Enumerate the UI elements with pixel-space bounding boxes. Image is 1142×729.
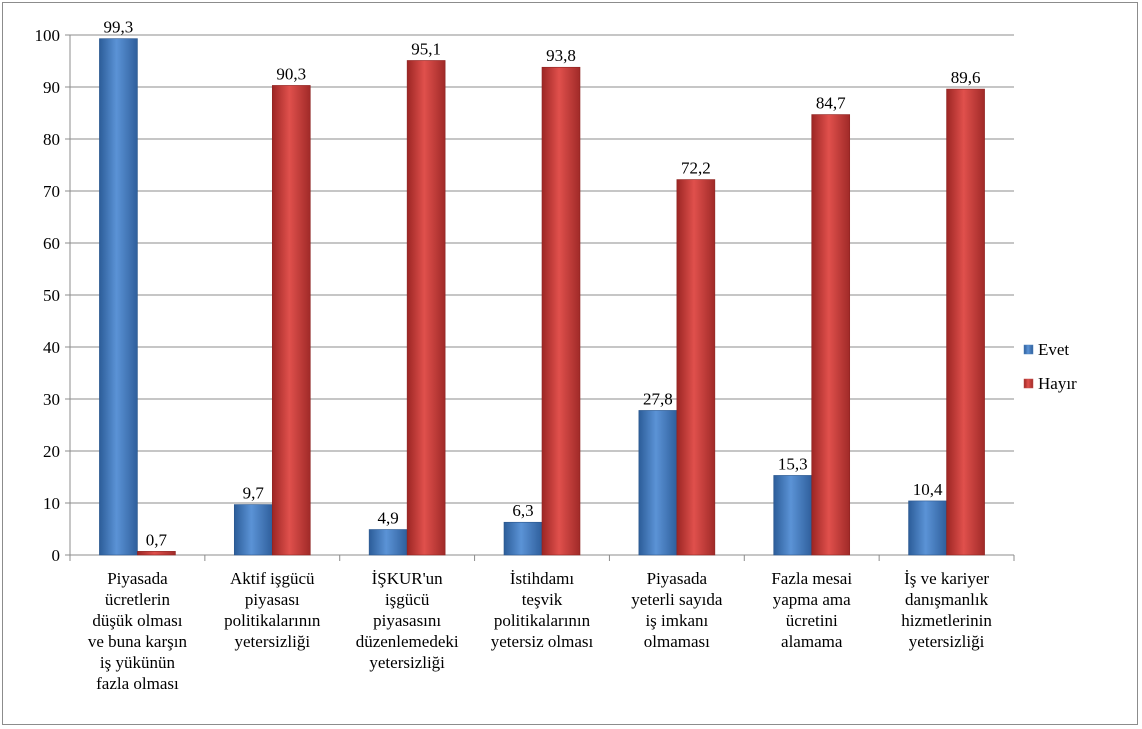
- bar-hay-r: [137, 551, 176, 556]
- category-label-line: politikalarının: [224, 611, 321, 630]
- y-tick-label: 0: [52, 546, 61, 565]
- y-tick-label: 100: [35, 26, 61, 45]
- category-label-line: hizmetlerinin: [901, 611, 992, 630]
- category-label: Aktif işgücü piyasası politikalarının yeter…: [224, 569, 321, 651]
- category-label-line: alamama: [781, 632, 843, 651]
- axes: 0 10 20 30 40 50 60 70 80 90 100: [35, 26, 1015, 565]
- category-label-line: ücretini: [786, 611, 838, 630]
- category-label: Piyasada yeterli sayıda iş imkanı olmaması: [631, 569, 723, 651]
- category-label-line: olmaması: [644, 632, 710, 651]
- legend-swatch: [1023, 344, 1034, 355]
- data-label: 27,8: [643, 389, 673, 408]
- y-tick-label: 10: [43, 494, 60, 513]
- legend-label: Hayır: [1038, 374, 1077, 393]
- bar-hay-r: [271, 85, 311, 556]
- category-label-line: İŞKUR'un: [372, 569, 444, 588]
- data-label: 93,8: [546, 46, 576, 65]
- category-label-line: İş ve kariyer: [904, 569, 989, 588]
- data-label: 72,2: [681, 159, 711, 178]
- data-label: 0,7: [146, 530, 168, 549]
- category-label-line: ücretlerin: [105, 590, 171, 609]
- y-tick-label: 40: [43, 338, 60, 357]
- data-label: 95,1: [411, 39, 441, 58]
- bar-evet: [503, 521, 543, 556]
- category-label-line: piyasasını: [373, 611, 441, 630]
- category-label-line: iş imkanı: [645, 611, 708, 630]
- y-tick-label: 80: [43, 130, 60, 149]
- bar-hay-r: [676, 179, 716, 556]
- y-tick-label: 60: [43, 234, 60, 253]
- category-label-line: Aktif işgücü: [230, 569, 315, 588]
- category-label-line: yetersiz olması: [491, 632, 594, 651]
- legend: Evet Hayır: [1023, 340, 1077, 393]
- legend-label: Evet: [1038, 340, 1069, 359]
- y-tick-label: 20: [43, 442, 60, 461]
- data-labels: 99,3 9,7 4,9 6,3 27,8 15,3 10,4 0,7 90,3 95,1 93,8…: [104, 18, 981, 550]
- category-label-line: yetersizliği: [909, 632, 985, 651]
- y-tick-label: 50: [43, 286, 60, 305]
- bar-evet: [638, 410, 678, 556]
- category-label-line: danışmanlık: [905, 590, 989, 609]
- category-label-line: yetersizliği: [369, 653, 445, 672]
- bar-hay-r: [406, 60, 446, 556]
- bar-evet: [908, 500, 947, 556]
- y-tick-label: 30: [43, 390, 60, 409]
- data-label: 15,3: [778, 454, 808, 473]
- bar-evet: [368, 529, 408, 556]
- bar-evet: [233, 504, 273, 556]
- category-label-line: düzenlemedeki: [356, 632, 459, 651]
- category-label-line: iş yükünün: [100, 653, 176, 672]
- category-label-line: Piyasada: [647, 569, 708, 588]
- category-label-line: teşvik: [522, 590, 563, 609]
- category-label-line: İstihdamı: [510, 569, 574, 588]
- category-label-line: ve buna karşın: [88, 632, 188, 651]
- y-tick-label: 70: [43, 182, 60, 201]
- category-label-line: yetersizliği: [235, 632, 311, 651]
- bar-evet: [773, 475, 813, 556]
- data-label: 90,3: [276, 64, 306, 83]
- bar-hay-r: [946, 88, 985, 556]
- data-label: 99,3: [104, 18, 134, 37]
- category-label-line: Piyasada: [107, 569, 168, 588]
- category-labels: Piyasada ücretlerin düşük olması ve buna ka…: [88, 569, 993, 693]
- category-label-line: yapma ama: [773, 590, 851, 609]
- data-label: 9,7: [243, 484, 265, 503]
- category-label-line: düşük olması: [92, 611, 182, 630]
- data-label: 84,7: [816, 94, 846, 113]
- bar-evet: [99, 38, 138, 556]
- legend-swatch: [1023, 378, 1034, 389]
- category-label: İş ve kariyer danışmanlık hizmetlerinin yet…: [901, 569, 992, 651]
- category-label-line: fazla olması: [96, 674, 179, 693]
- category-label-line: Fazla mesai: [771, 569, 852, 588]
- bar-hay-r: [811, 114, 851, 556]
- bars: [99, 38, 985, 556]
- category-label: Piyasada ücretlerin düşük olması ve buna ka…: [88, 569, 188, 693]
- bar-hay-r: [541, 66, 581, 556]
- data-label: 6,3: [512, 501, 533, 520]
- data-label: 89,6: [951, 68, 981, 87]
- category-label-line: yeterli sayıda: [631, 590, 723, 609]
- category-label-line: politikalarının: [494, 611, 591, 630]
- data-label: 10,4: [913, 480, 943, 499]
- category-label: İŞKUR'un işgücü piyasasını düzenlemedeki yet…: [356, 569, 459, 672]
- category-label: Fazla mesai yapma ama ücretini alamama: [771, 569, 852, 651]
- data-label: 4,9: [378, 509, 399, 528]
- category-label-line: işgücü: [385, 590, 430, 609]
- y-tick-label: 90: [43, 78, 60, 97]
- category-label: İstihdamı teşvik politikalarının yetersiz o…: [491, 569, 594, 651]
- category-label-line: piyasası: [245, 590, 300, 609]
